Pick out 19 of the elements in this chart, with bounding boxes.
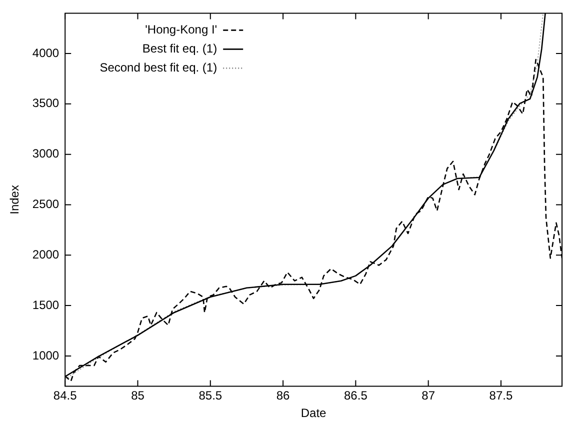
- x-tick-label: 86: [276, 388, 290, 403]
- y-tick-label: 4000: [32, 46, 60, 60]
- x-tick-label: 86.5: [344, 388, 368, 403]
- y-tick-label: 2000: [32, 247, 60, 262]
- legend-label: Second best fit eq. (1): [100, 60, 218, 75]
- y-tick-label: 3000: [32, 146, 60, 161]
- y-tick-label: 1000: [32, 348, 60, 362]
- legend-label: Best fit eq. (1): [142, 42, 218, 56]
- legend-label: 'Hong-Kong I': [145, 22, 218, 37]
- y-tick-label: 2500: [32, 197, 60, 212]
- x-axis-title: Date: [300, 406, 327, 420]
- y-axis-title: Index: [8, 185, 22, 214]
- x-tick-label: 85.5: [198, 388, 222, 403]
- x-tick-label: 87: [422, 388, 436, 403]
- x-tick-label: 84.5: [53, 388, 78, 403]
- y-tick-label: 3500: [32, 96, 60, 110]
- y-tick-label: 1500: [32, 298, 60, 312]
- x-tick-label: 87.5: [489, 388, 513, 403]
- x-tick-label: 85: [131, 388, 145, 403]
